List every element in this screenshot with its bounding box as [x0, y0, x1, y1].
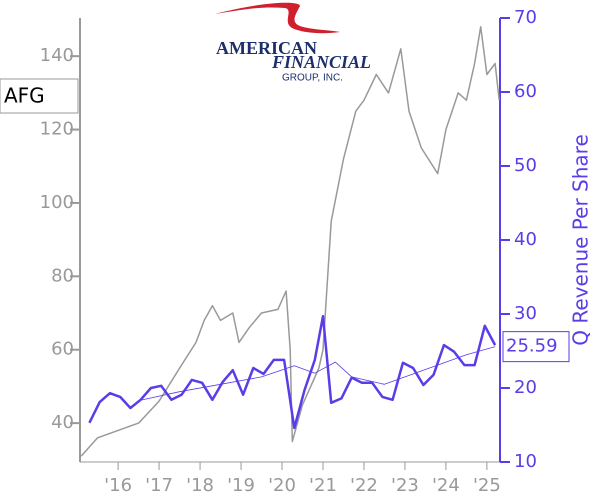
y2-tick-label: 20 — [514, 377, 537, 398]
value-label: 25.59 — [506, 336, 558, 357]
x-tick-label: '20 — [268, 475, 296, 496]
logo-text: GROUP, INC. — [282, 73, 343, 84]
y-tick-label: 120 — [40, 119, 74, 140]
y-tick-label: 140 — [40, 45, 74, 66]
ticker-label: AFG — [4, 84, 45, 108]
y2-tick-label: 60 — [514, 81, 537, 102]
series-line — [138, 346, 496, 401]
x-tick-label: '22 — [350, 475, 378, 496]
y-tick-label: 40 — [51, 412, 74, 433]
y2-tick-label: 30 — [514, 303, 537, 324]
y2-tick-label: 40 — [514, 229, 537, 250]
logo-text: FINANCIAL — [271, 52, 371, 72]
x-tick-label: '25 — [473, 475, 501, 496]
series-line — [88, 314, 497, 430]
x-tick-label: '19 — [227, 475, 255, 496]
x-tick-label: '23 — [391, 475, 419, 496]
series-line — [80, 26, 500, 457]
ticker-box — [0, 78, 79, 114]
y-tick-label: 100 — [40, 192, 74, 213]
y2-axis-title: Q Revenue Per Share — [569, 134, 593, 346]
y2-tick-label: 70 — [514, 7, 537, 28]
x-tick-label: '24 — [432, 475, 460, 496]
y-tick-label: 80 — [51, 265, 74, 286]
y-tick-label: 60 — [51, 339, 74, 360]
x-tick-label: '21 — [309, 475, 337, 496]
logo-text: AMERICAN — [216, 38, 317, 58]
logo-swoosh — [215, 2, 340, 34]
x-tick-label: '16 — [104, 475, 132, 496]
y2-tick-label: 10 — [514, 451, 537, 472]
x-tick-label: '18 — [186, 475, 214, 496]
x-tick-label: '17 — [145, 475, 173, 496]
value-box — [502, 331, 570, 363]
y2-tick-label: 50 — [514, 155, 537, 176]
